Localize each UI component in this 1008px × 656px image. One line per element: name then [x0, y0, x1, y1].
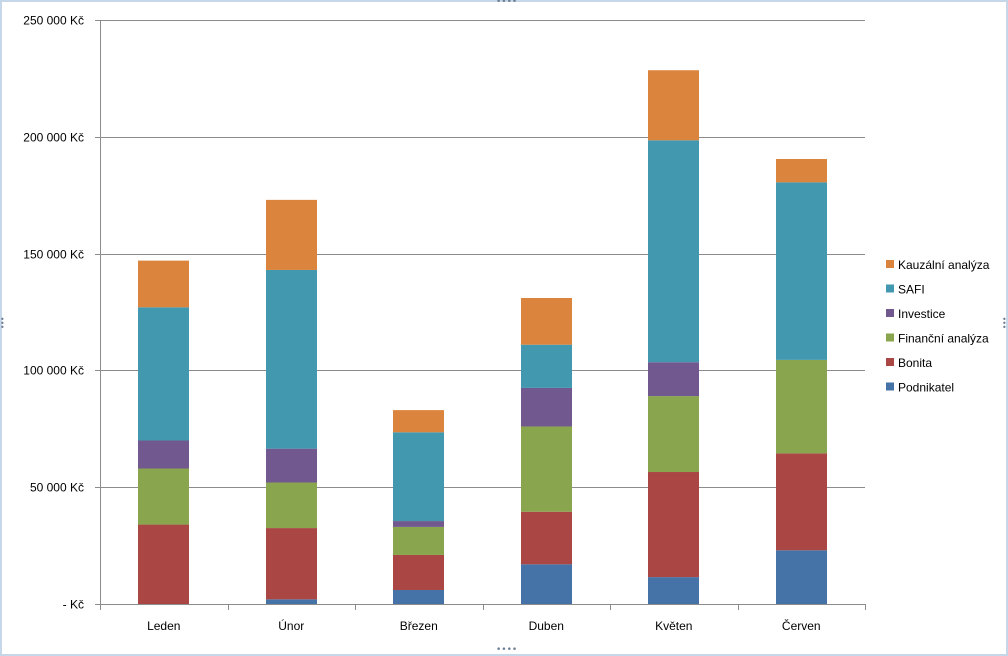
bar-segment[interactable] [266, 199, 317, 270]
y-tick-label: 250 000 Kč [23, 14, 84, 28]
legend-label: Investice [898, 307, 946, 321]
legend-label: Bonita [898, 356, 932, 370]
legend-label: SAFI [898, 283, 925, 297]
bar-segment[interactable] [521, 564, 572, 604]
resize-handle-top-icon[interactable]: •••• [496, 0, 518, 7]
bar-segment[interactable] [393, 410, 444, 433]
x-tick-label: Červen [782, 618, 821, 633]
y-tick-label: 150 000 Kč [23, 248, 84, 262]
bar-segment[interactable] [776, 158, 827, 183]
legend-label: Podnikatel [898, 381, 954, 395]
legend-swatch [886, 333, 894, 342]
x-axis: Leden Únor Březen Duben Květen Červen [100, 604, 866, 633]
bars [138, 70, 827, 604]
legend-swatch [886, 260, 894, 268]
y-tick-label: 200 000 Kč [23, 131, 84, 145]
bar-segment[interactable] [266, 269, 317, 449]
bar-segment[interactable] [776, 182, 827, 360]
bar-segment[interactable] [648, 472, 699, 578]
legend-swatch [886, 284, 894, 293]
bar-segment[interactable] [393, 526, 444, 555]
legend: Kauzální analýza SAFI Investice Finanční an… [886, 258, 990, 395]
bar-segment[interactable] [138, 307, 189, 441]
resize-handle-left-icon[interactable]: • • • [0, 315, 5, 332]
bar-segment[interactable] [393, 554, 444, 590]
legend-swatch [886, 382, 894, 391]
bar-segment[interactable] [266, 482, 317, 529]
x-tick-label: Květen [655, 619, 692, 633]
bar-segment[interactable] [776, 550, 827, 604]
y-tick-label: 100 000 Kč [23, 364, 84, 378]
x-tick-label: Duben [529, 619, 564, 633]
bar-segment[interactable] [138, 524, 189, 604]
bar-segment[interactable] [776, 453, 827, 551]
y-tick-label: - Kč [63, 598, 84, 612]
bar-segment[interactable] [393, 589, 444, 604]
x-tick-label: Leden [147, 619, 180, 633]
bar-segment[interactable] [521, 297, 572, 345]
legend-label: Finanční analýza [898, 332, 989, 346]
bar-segment[interactable] [648, 577, 699, 604]
bar-segment[interactable] [266, 528, 317, 600]
bar-segment[interactable] [138, 440, 189, 469]
bar-segment[interactable] [266, 448, 317, 483]
bar-segment[interactable] [521, 344, 572, 388]
bar-segment[interactable] [521, 511, 572, 565]
y-axis: - Kč 50 000 Kč 100 000 Kč 150 000 Kč 200 000… [23, 14, 101, 612]
bar-segment[interactable] [648, 70, 699, 141]
bar-segment[interactable] [776, 359, 827, 454]
legend-swatch [886, 358, 894, 366]
gridlines [100, 20, 865, 488]
legend-label: Kauzální analýza [898, 258, 990, 272]
bar-segment[interactable] [138, 260, 189, 308]
x-tick-label: Březen [400, 619, 438, 633]
resize-handle-bottom-icon[interactable]: •••• [496, 645, 518, 655]
resize-handle-right-icon[interactable]: • • • [1002, 315, 1007, 332]
bar-segment[interactable] [393, 521, 444, 527]
bar-segment[interactable] [393, 432, 444, 522]
y-tick-label: 50 000 Kč [30, 481, 84, 495]
bar-segment[interactable] [266, 599, 317, 604]
bar-segment[interactable] [648, 396, 699, 473]
bar-segment[interactable] [521, 387, 572, 427]
bar-segment[interactable] [521, 426, 572, 512]
bar-segment[interactable] [648, 362, 699, 397]
bar-segment[interactable] [138, 468, 189, 525]
legend-swatch [886, 309, 894, 317]
bar-segment[interactable] [648, 140, 699, 363]
x-tick-label: Únor [278, 618, 304, 633]
